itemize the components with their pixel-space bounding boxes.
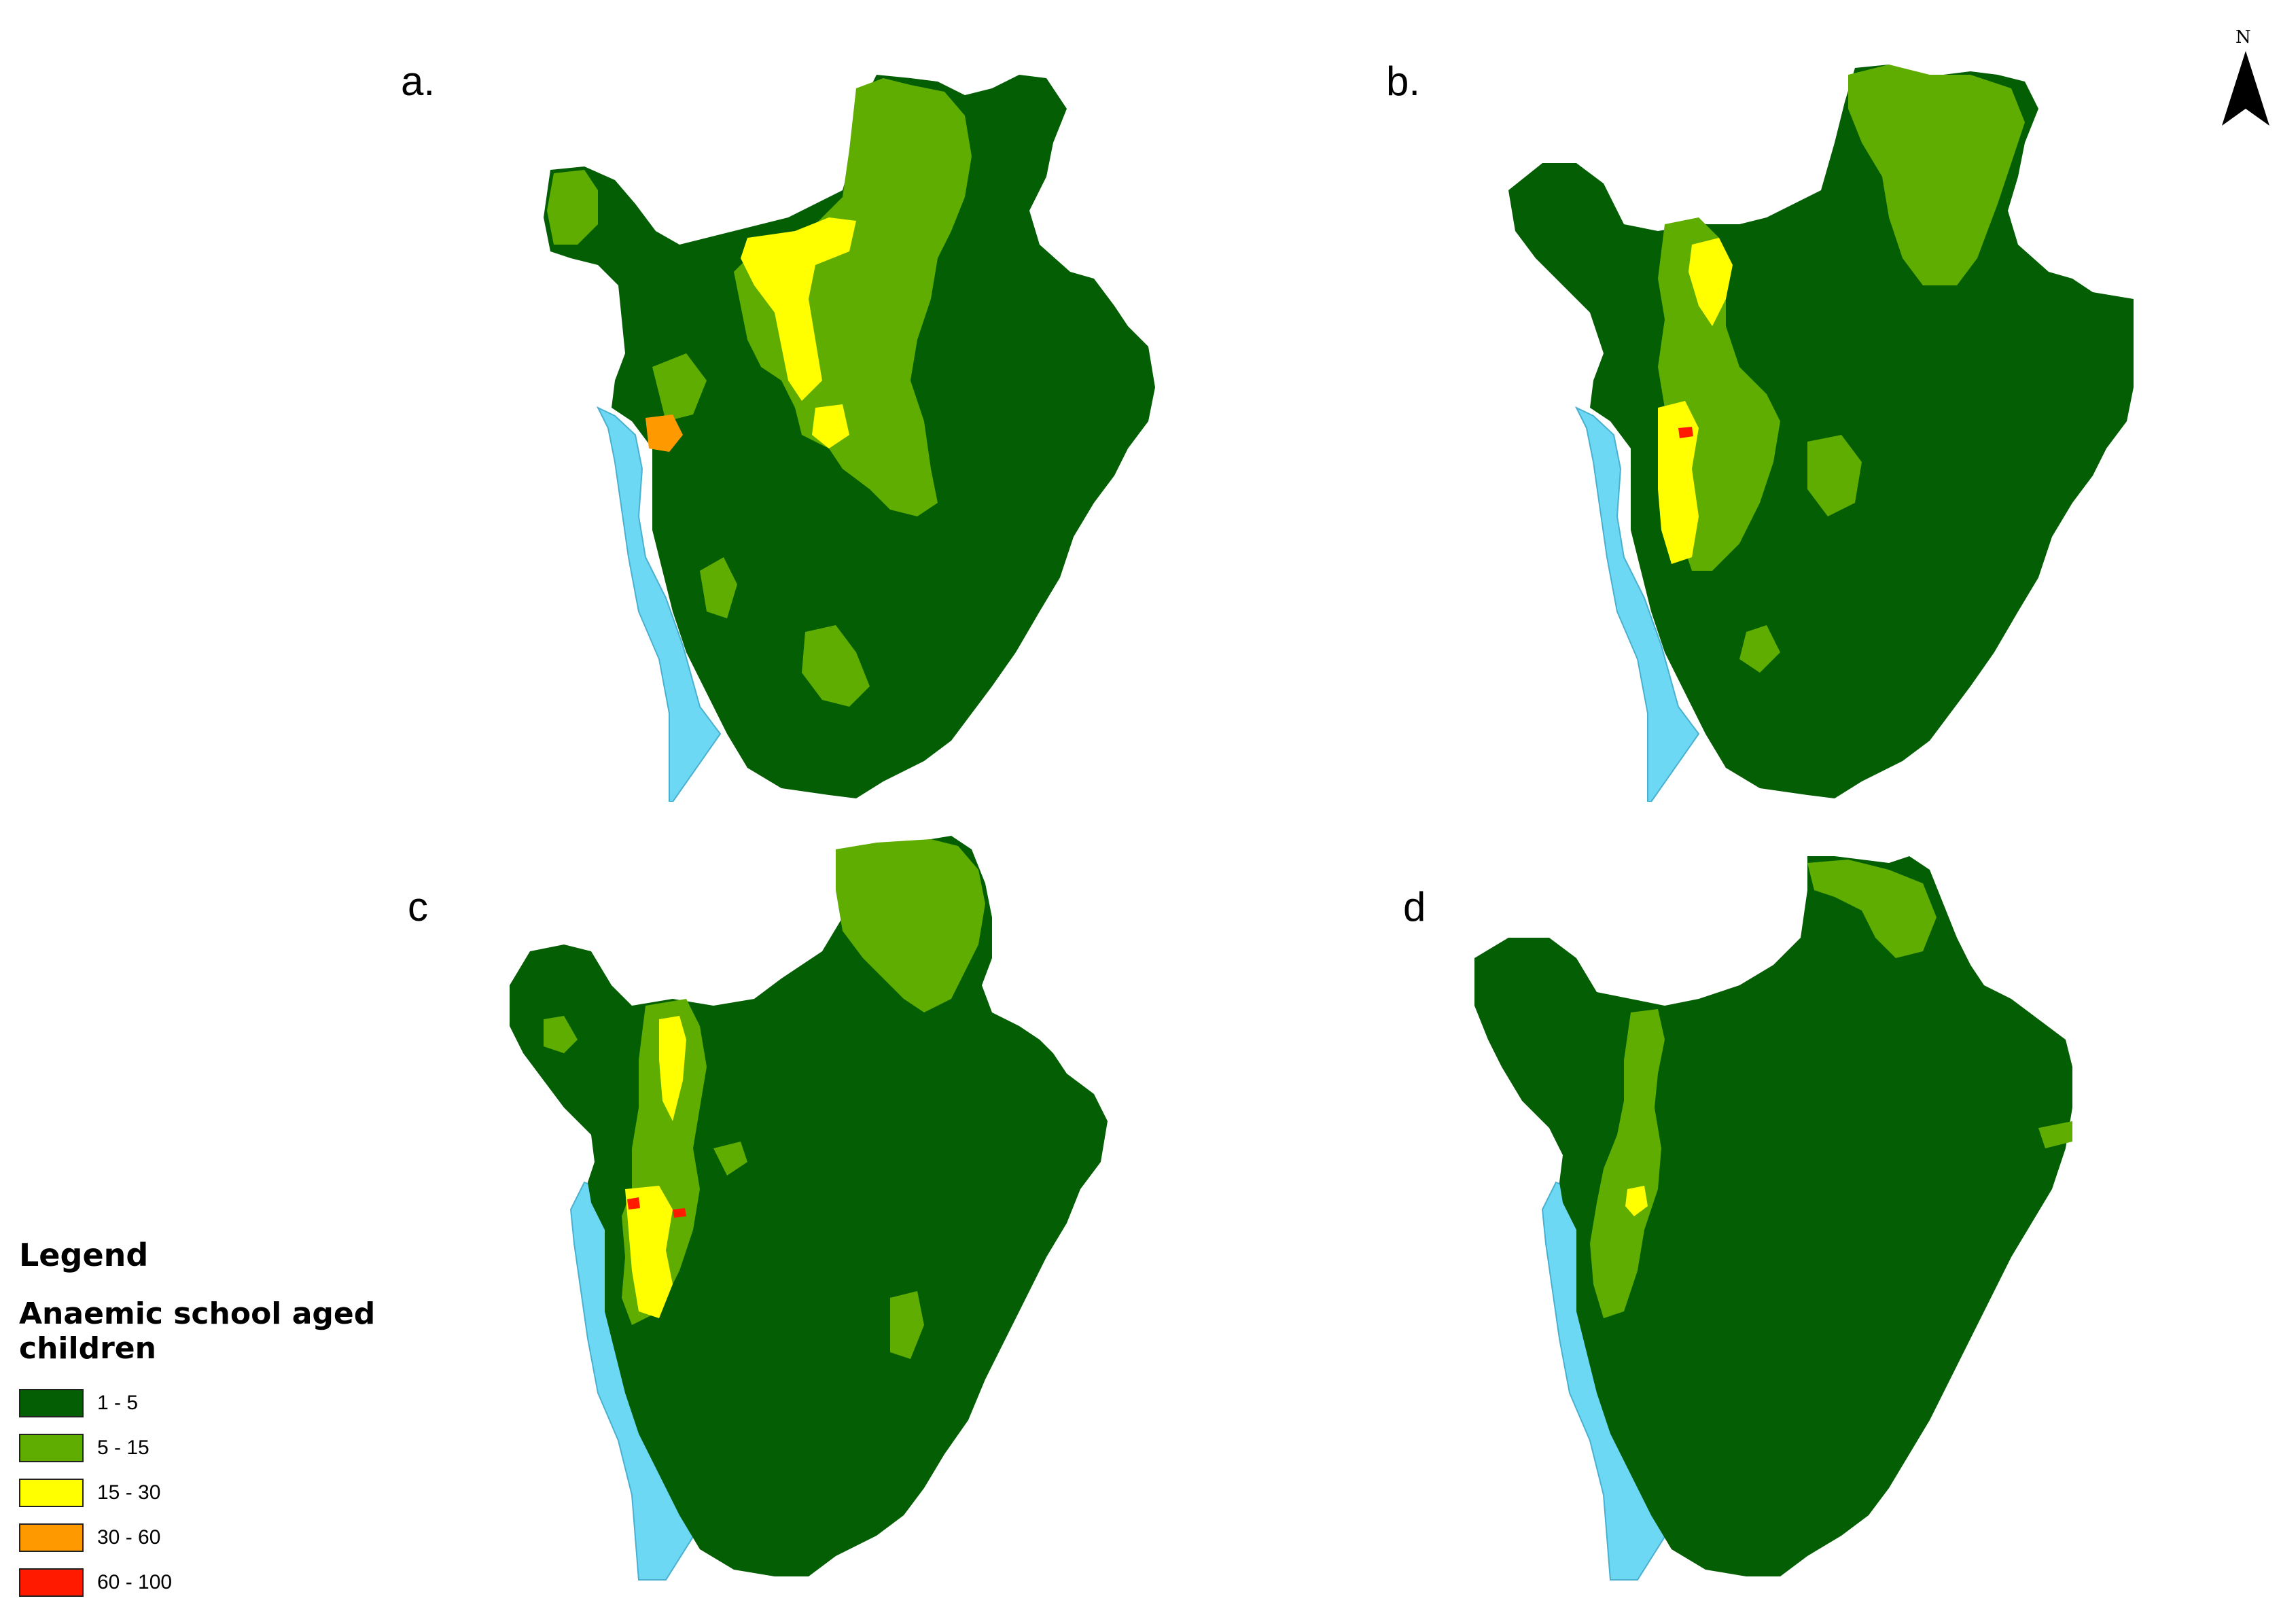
class-5-15-area [547, 170, 598, 245]
class-5-15-area [713, 1142, 747, 1176]
legend-item: 15 - 30 [19, 1470, 508, 1515]
legend-swatch [19, 1568, 84, 1597]
map-panel-c: c [0, 781, 1108, 1581]
map-panel-a: a. [0, 0, 1155, 802]
class-5-15-area [652, 353, 707, 421]
class-5-15-area [890, 1291, 924, 1359]
legend: Legend Anaemic school aged children 1 - … [19, 1237, 508, 1605]
class-5-15-area [1848, 65, 2025, 285]
class-5-15-area [1807, 435, 1862, 516]
map-c-svg [510, 836, 1108, 1581]
map-panel-b: b. [978, 0, 2134, 802]
class-5-15-area [1739, 625, 1780, 673]
legend-item: 5 - 15 [19, 1426, 508, 1470]
panel-label-b: b. [1386, 58, 1421, 104]
legend-item: 30 - 60 [19, 1515, 508, 1560]
legend-swatch [19, 1434, 84, 1462]
class-5-15-area [734, 78, 972, 516]
class-5-15-area [836, 839, 985, 1012]
class-15-30-area [1658, 401, 1699, 564]
legend-label: 5 - 15 [97, 1436, 149, 1459]
class-5-15-area [1807, 860, 1937, 958]
legend-subtitle: Anaemic school aged children [19, 1296, 376, 1366]
country-outline [1474, 856, 2072, 1576]
class-15-30-area [1625, 1186, 1648, 1216]
map-b-svg [1508, 65, 2134, 802]
legend-swatch [19, 1523, 84, 1552]
legend-item: 1 - 5 [19, 1381, 508, 1426]
class-5-15-area [802, 625, 870, 707]
legend-label: 30 - 60 [97, 1526, 161, 1549]
class-15-30-area [1688, 238, 1733, 326]
legend-label: 15 - 30 [97, 1481, 161, 1504]
class-60-100-area [673, 1208, 686, 1218]
class-60-100-area [1678, 427, 1693, 438]
class-5-15-area [1590, 1009, 1665, 1318]
panel-label-d: d [1403, 884, 1426, 930]
class-15-30-area [741, 217, 856, 401]
legend-title: Legend [19, 1237, 149, 1273]
panel-label-c: c [408, 884, 428, 930]
class-15-30-area [625, 1186, 673, 1318]
north-arrow-icon [2222, 51, 2269, 126]
legend-swatch [19, 1389, 84, 1417]
class-5-15-area [700, 557, 737, 618]
legend-label: 1 - 5 [97, 1392, 139, 1414]
north-letter: N [2235, 27, 2251, 48]
lake-tanganyika [596, 406, 722, 802]
class-5-15-area [2038, 1121, 2072, 1148]
lake-tanganyika [1574, 406, 1700, 802]
class-15-30-area [812, 404, 849, 448]
class-15-30-area [659, 1016, 686, 1121]
class-60-100-area [627, 1197, 640, 1210]
map-panel-d: d [924, 781, 2072, 1581]
legend-items: 1 - 5 5 - 15 15 - 30 30 - 60 60 - 100 [19, 1381, 508, 1605]
legend-item: 60 - 100 [19, 1560, 508, 1605]
class-5-15-area [544, 1016, 578, 1053]
class-30-60-area [646, 414, 683, 452]
legend-label: 60 - 100 [97, 1571, 173, 1593]
map-d-svg [1474, 856, 2072, 1581]
legend-swatch [19, 1479, 84, 1507]
map-a-svg [544, 75, 1155, 802]
panel-label-a: a. [401, 58, 436, 104]
